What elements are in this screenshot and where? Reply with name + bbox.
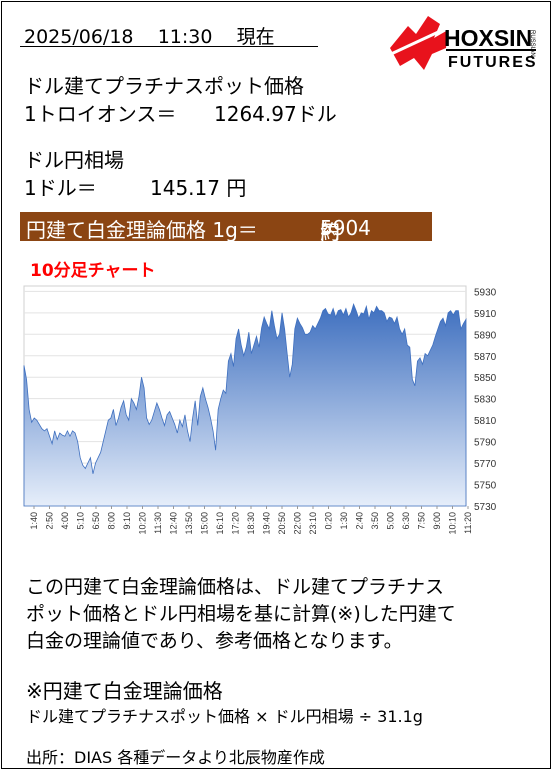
platinum-unit-label: 1トロイオンス＝ (24, 102, 177, 126)
x-tick-label: 22:00 (293, 512, 303, 535)
x-tick-label: 10:20 (138, 512, 148, 535)
y-tick-label: 5910 (474, 309, 497, 320)
x-tick-label: 0:20 (324, 512, 334, 530)
fx-label: ドル円相場 (24, 148, 124, 172)
x-tick-label: 10:10 (448, 512, 458, 535)
x-tick-label: 12:40 (169, 512, 179, 535)
y-tick-label: 5750 (474, 481, 497, 492)
x-tick-label: 11:30 (153, 512, 163, 534)
chart-title: 10分足チャート (30, 261, 156, 281)
chart-area-layer (23, 303, 467, 507)
y-tick-label: 5850 (474, 373, 497, 384)
x-tick-label: 3:50 (370, 512, 380, 530)
x-tick-label: 5:00 (386, 512, 396, 530)
hoxsin-logo: HOXSIN RUSSIAN FUTURES (390, 16, 538, 71)
price-area-series (23, 303, 467, 507)
price-chart: 5730 5750 5770 5790 5810 5830 5850 5870 5890 5910… (23, 285, 497, 535)
theoretical-price-banner: 円建て白金理論価格 1g＝ 約 5904 円 (20, 212, 432, 244)
x-tick-label: 7:50 (417, 512, 427, 530)
fx-currency: 円 (226, 176, 247, 200)
y-axis-ticks: 5730 5750 5770 5790 5810 5830 5850 5870 5890 5910… (474, 287, 497, 513)
x-tick-label: 11:20 (463, 512, 473, 534)
x-tick-label: 23:10 (308, 512, 318, 535)
header-underline (20, 46, 318, 47)
header-date: 2025/06/18 (24, 26, 134, 48)
x-tick-label: 2:50 (45, 512, 55, 530)
x-tick-label: 9:10 (122, 512, 132, 530)
platinum-currency: ドル (296, 102, 337, 126)
x-tick-label: 9:00 (432, 512, 442, 530)
fx-value: 145.17 (150, 176, 220, 200)
x-tick-label: 1:30 (339, 512, 349, 530)
platinum-price: 1264.97ドル (214, 98, 337, 127)
x-tick-label: 1:40 (29, 512, 39, 530)
fx-rate: 145.17 円 (150, 172, 246, 201)
platinum-value: 1264.97 (214, 102, 297, 126)
platinum-label: ドル建てプラチナスポット価格 (24, 74, 304, 98)
x-tick-label: 15:00 (200, 512, 210, 535)
fx-unit-label: 1ドル＝ (24, 176, 97, 200)
header-status: 現在 (236, 26, 275, 48)
x-axis-ticks: 1:40 2:50 4:00 5:10 6:50 8:00 9:10 10:20 11:30 12… (29, 506, 473, 535)
x-tick-label: 6:30 (401, 512, 411, 530)
formula-text: ドル建てプラチナスポット価格 × ドル円相場 ÷ 31.1g (26, 707, 423, 726)
x-tick-label: 2:40 (355, 512, 365, 530)
y-tick-label: 5830 (474, 395, 497, 406)
y-tick-label: 5890 (474, 330, 497, 341)
x-tick-label: 16:10 (215, 512, 225, 535)
header-datetime: 2025/06/18 11:30 現在 (24, 22, 275, 49)
logo-futures: FUTURES (448, 54, 538, 71)
y-tick-label: 5870 (474, 352, 497, 363)
x-tick-label: 4:00 (60, 512, 70, 530)
y-tick-label: 5790 (474, 438, 497, 449)
logo-sub: RUSSIAN (529, 30, 535, 57)
x-tick-label: 20:50 (277, 512, 287, 535)
source-note: 出所：DIAS 各種データより北辰物産作成 (26, 748, 325, 767)
y-tick-label: 5930 (474, 287, 497, 298)
x-tick-label: 18:30 (246, 512, 256, 535)
theoretical-currency: 円 (320, 220, 340, 244)
y-tick-label: 5730 (474, 502, 497, 513)
x-tick-label: 8:00 (107, 512, 117, 530)
x-tick-label: 19:40 (262, 512, 272, 535)
description-line2: ポット価格とドル円相場を基に計算(※)した円建て (26, 603, 456, 625)
theoretical-approx: 約 (320, 220, 340, 244)
description-line3: 白金の理論値であり、参考価格となります。 (26, 630, 403, 652)
y-tick-label: 5770 (474, 459, 497, 470)
x-tick-label: 5:10 (76, 512, 86, 530)
theoretical-value: 5904 (320, 216, 371, 240)
y-tick-label: 5810 (474, 416, 497, 427)
logo-name: HOXSIN (444, 25, 532, 51)
description-line1: この円建て白金理論価格は、ドル建てプラチナス (26, 576, 445, 598)
formula-heading: ※円建て白金理論価格 (26, 679, 223, 703)
header-time: 11:30 (157, 26, 213, 48)
x-tick-label: 13:50 (184, 512, 194, 535)
x-tick-label: 17:20 (231, 512, 241, 535)
x-tick-label: 6:50 (91, 512, 101, 530)
theoretical-label: 円建て白金理論価格 1g＝ (26, 218, 258, 242)
